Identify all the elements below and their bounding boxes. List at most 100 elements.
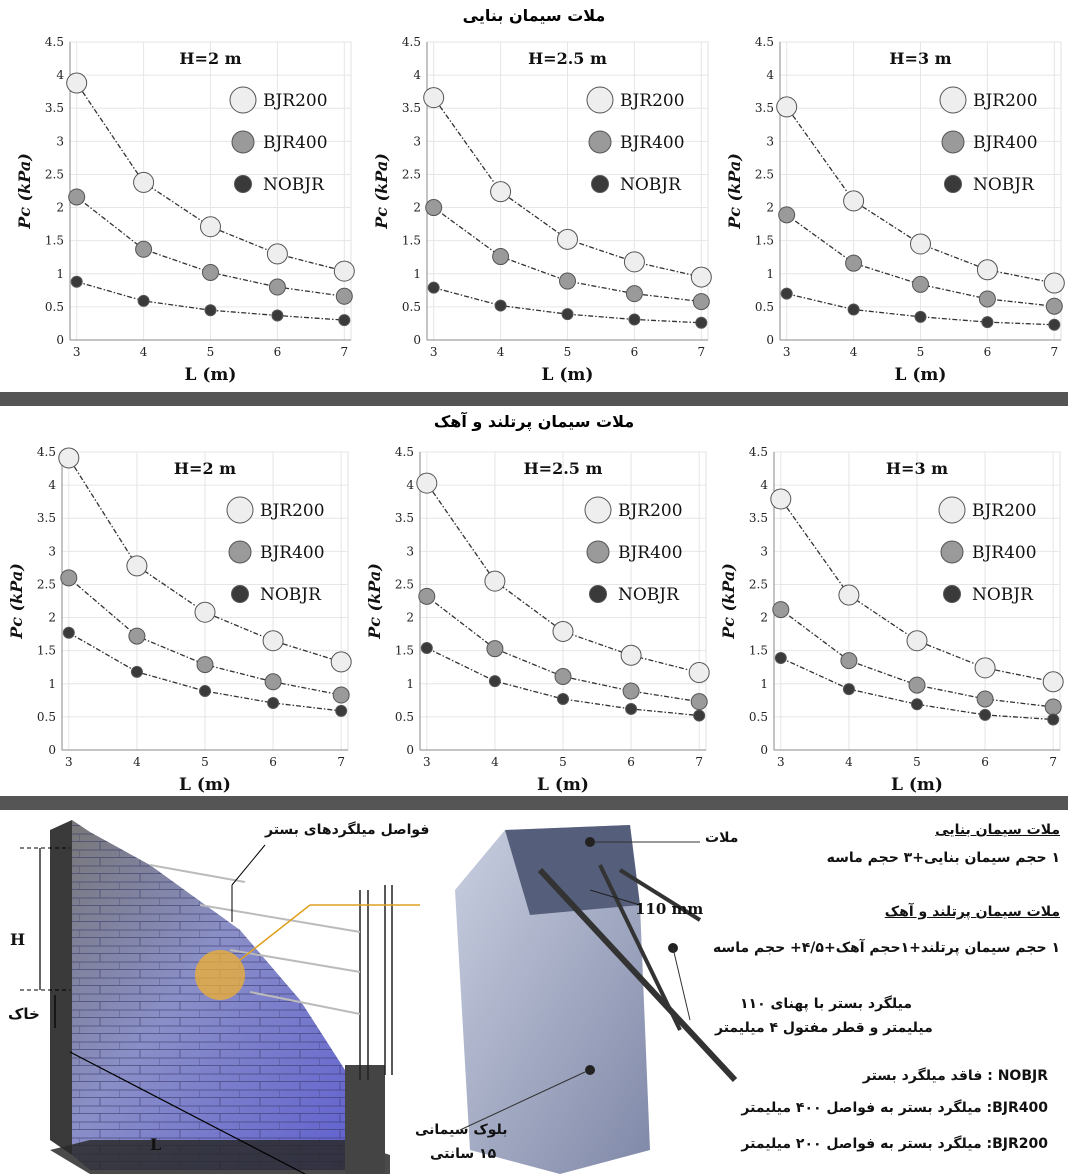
data-point (420, 642, 433, 655)
data-point (418, 587, 436, 605)
chart-masonry-h3: 0 0.5 1 1.5 2 2.5 3 3.5 4 4.5 3 4 5 6 7 L (m) Pc (kPa) H=… (725, 35, 1065, 385)
data-point (559, 272, 576, 290)
label-l: L (150, 1135, 162, 1154)
y-tick-label: 0 (406, 743, 414, 757)
y-tick-label: 1 (56, 267, 64, 281)
data-point (693, 709, 706, 722)
x-axis-label: L (m) (895, 365, 947, 385)
data-point (484, 570, 506, 592)
section-title-masonry: ملات سیمان بنایی (462, 6, 606, 25)
y-tick-label: 1.5 (402, 234, 421, 248)
y-tick-label: 1.5 (45, 234, 64, 248)
lime-mortar-mix: ۱ حجم سیمان پرتلند+۱حجم آهک+۴/۵+ حجم ماس… (712, 940, 1060, 956)
legend-label: BJR400 (260, 543, 325, 563)
y-tick-label: 0.5 (45, 300, 64, 314)
definition-bjr200: BJR200: میلگرد بستر به فواصل ۲۰۰ میلیمتر (741, 1136, 1048, 1152)
y-tick-label: 2 (48, 611, 56, 625)
data-point (1048, 318, 1061, 331)
data-point (1042, 671, 1064, 693)
y-tick-label: 1.5 (395, 644, 414, 658)
legend-marker (591, 175, 609, 193)
lime-mortar-title: ملات سیمان پرتلند و آهک (884, 904, 1060, 920)
data-point (137, 294, 150, 307)
y-tick-label: 0 (766, 333, 774, 347)
chart-lime-h2: 0 0.5 1 1.5 2 2.5 3 3.5 4 4.5 3 4 5 6 7 L (m) Pc (kPa) H=… (7, 445, 352, 795)
x-tick-label: 4 (133, 755, 141, 769)
detail-highlight (195, 950, 245, 1000)
data-point (979, 708, 992, 721)
legend-marker (944, 175, 962, 193)
data-point (847, 303, 860, 316)
data-point (778, 206, 796, 224)
legend-label: NOBJR (620, 175, 682, 195)
data-point (1044, 698, 1062, 716)
x-tick-label: 6 (274, 345, 282, 359)
data-point (490, 181, 512, 203)
column (345, 1065, 385, 1174)
legend-marker (586, 86, 614, 114)
legend-marker (940, 540, 964, 564)
legend-label: NOBJR (618, 585, 680, 605)
chart-lime-h2-5: 0 0.5 1 1.5 2 2.5 3 3.5 4 4.5 3 4 5 6 7 L (m) Pc (kPa) H=… (365, 445, 710, 795)
data-point (60, 569, 78, 587)
data-point (628, 313, 641, 326)
chart-masonry-h2-5: 0 0.5 1 1.5 2 2.5 3 3.5 4 4.5 3 4 5 6 7 L (m) Pc (kPa) H=… (372, 35, 712, 385)
chart-title: H=3 m (889, 49, 951, 68)
data-point (126, 555, 148, 577)
series-line (426, 647, 700, 717)
label-soil: خاک (8, 1005, 40, 1023)
chart-title: H=2.5 m (524, 459, 603, 478)
y-axis-label: Pc (kPa) (365, 563, 384, 640)
legend-label: BJR400 (263, 133, 328, 153)
y-tick-label: 3.5 (402, 101, 421, 115)
data-point (692, 293, 710, 311)
data-point (266, 243, 288, 265)
y-tick-label: 3.5 (755, 101, 774, 115)
legend-label: BJR400 (973, 133, 1038, 153)
data-point (1043, 272, 1065, 294)
y-axis-label: Pc (kPa) (372, 153, 391, 230)
x-tick-label: 7 (340, 345, 348, 359)
chart-title: H=2 m (179, 49, 241, 68)
data-point (271, 309, 284, 322)
label-bed-rebar-line2: میلیمتر و قطر مفتول ۴ میلیمتر (715, 1020, 933, 1036)
data-point (911, 698, 923, 711)
y-tick-label: 0.5 (755, 300, 774, 314)
y-tick-label: 2.5 (755, 167, 774, 181)
label-bed-spacing: فواصل میلگردهای بستر (265, 822, 430, 838)
legend-marker (588, 130, 612, 154)
data-point (690, 693, 708, 711)
y-tick-label: 3 (760, 544, 768, 558)
data-point (974, 657, 996, 679)
series-line (433, 97, 702, 278)
legend-marker (586, 540, 610, 564)
legend-label: BJR400 (620, 133, 685, 153)
x-tick-label: 7 (337, 755, 345, 769)
series-line (786, 106, 1055, 284)
x-tick-label: 7 (697, 345, 705, 359)
definition-nobjr: NOBJR : فاقد میلگرد بستر (862, 1068, 1048, 1084)
data-point (199, 685, 211, 698)
legend-marker (941, 130, 965, 154)
y-tick-label: 2.5 (402, 167, 421, 181)
y-tick-label: 0.5 (37, 710, 56, 724)
y-tick-label: 2.5 (45, 167, 64, 181)
data-point (908, 676, 926, 694)
y-tick-label: 1 (48, 677, 56, 691)
wall-side (50, 820, 72, 1155)
label-110mm: 110 mm (635, 900, 704, 918)
y-tick-label: 2.5 (749, 577, 768, 591)
data-point (62, 626, 75, 639)
legend-marker (943, 585, 961, 603)
y-tick-label: 0.5 (402, 300, 421, 314)
x-tick-label: 4 (850, 345, 858, 359)
y-tick-label: 1 (760, 677, 768, 691)
legend-marker (589, 585, 607, 603)
data-point (332, 686, 350, 704)
x-axis-label: L (m) (537, 775, 589, 795)
legend-label: NOBJR (263, 175, 325, 195)
x-axis-label: L (m) (179, 775, 231, 795)
data-point (66, 72, 88, 94)
data-point (494, 299, 507, 312)
data-point (912, 275, 929, 293)
